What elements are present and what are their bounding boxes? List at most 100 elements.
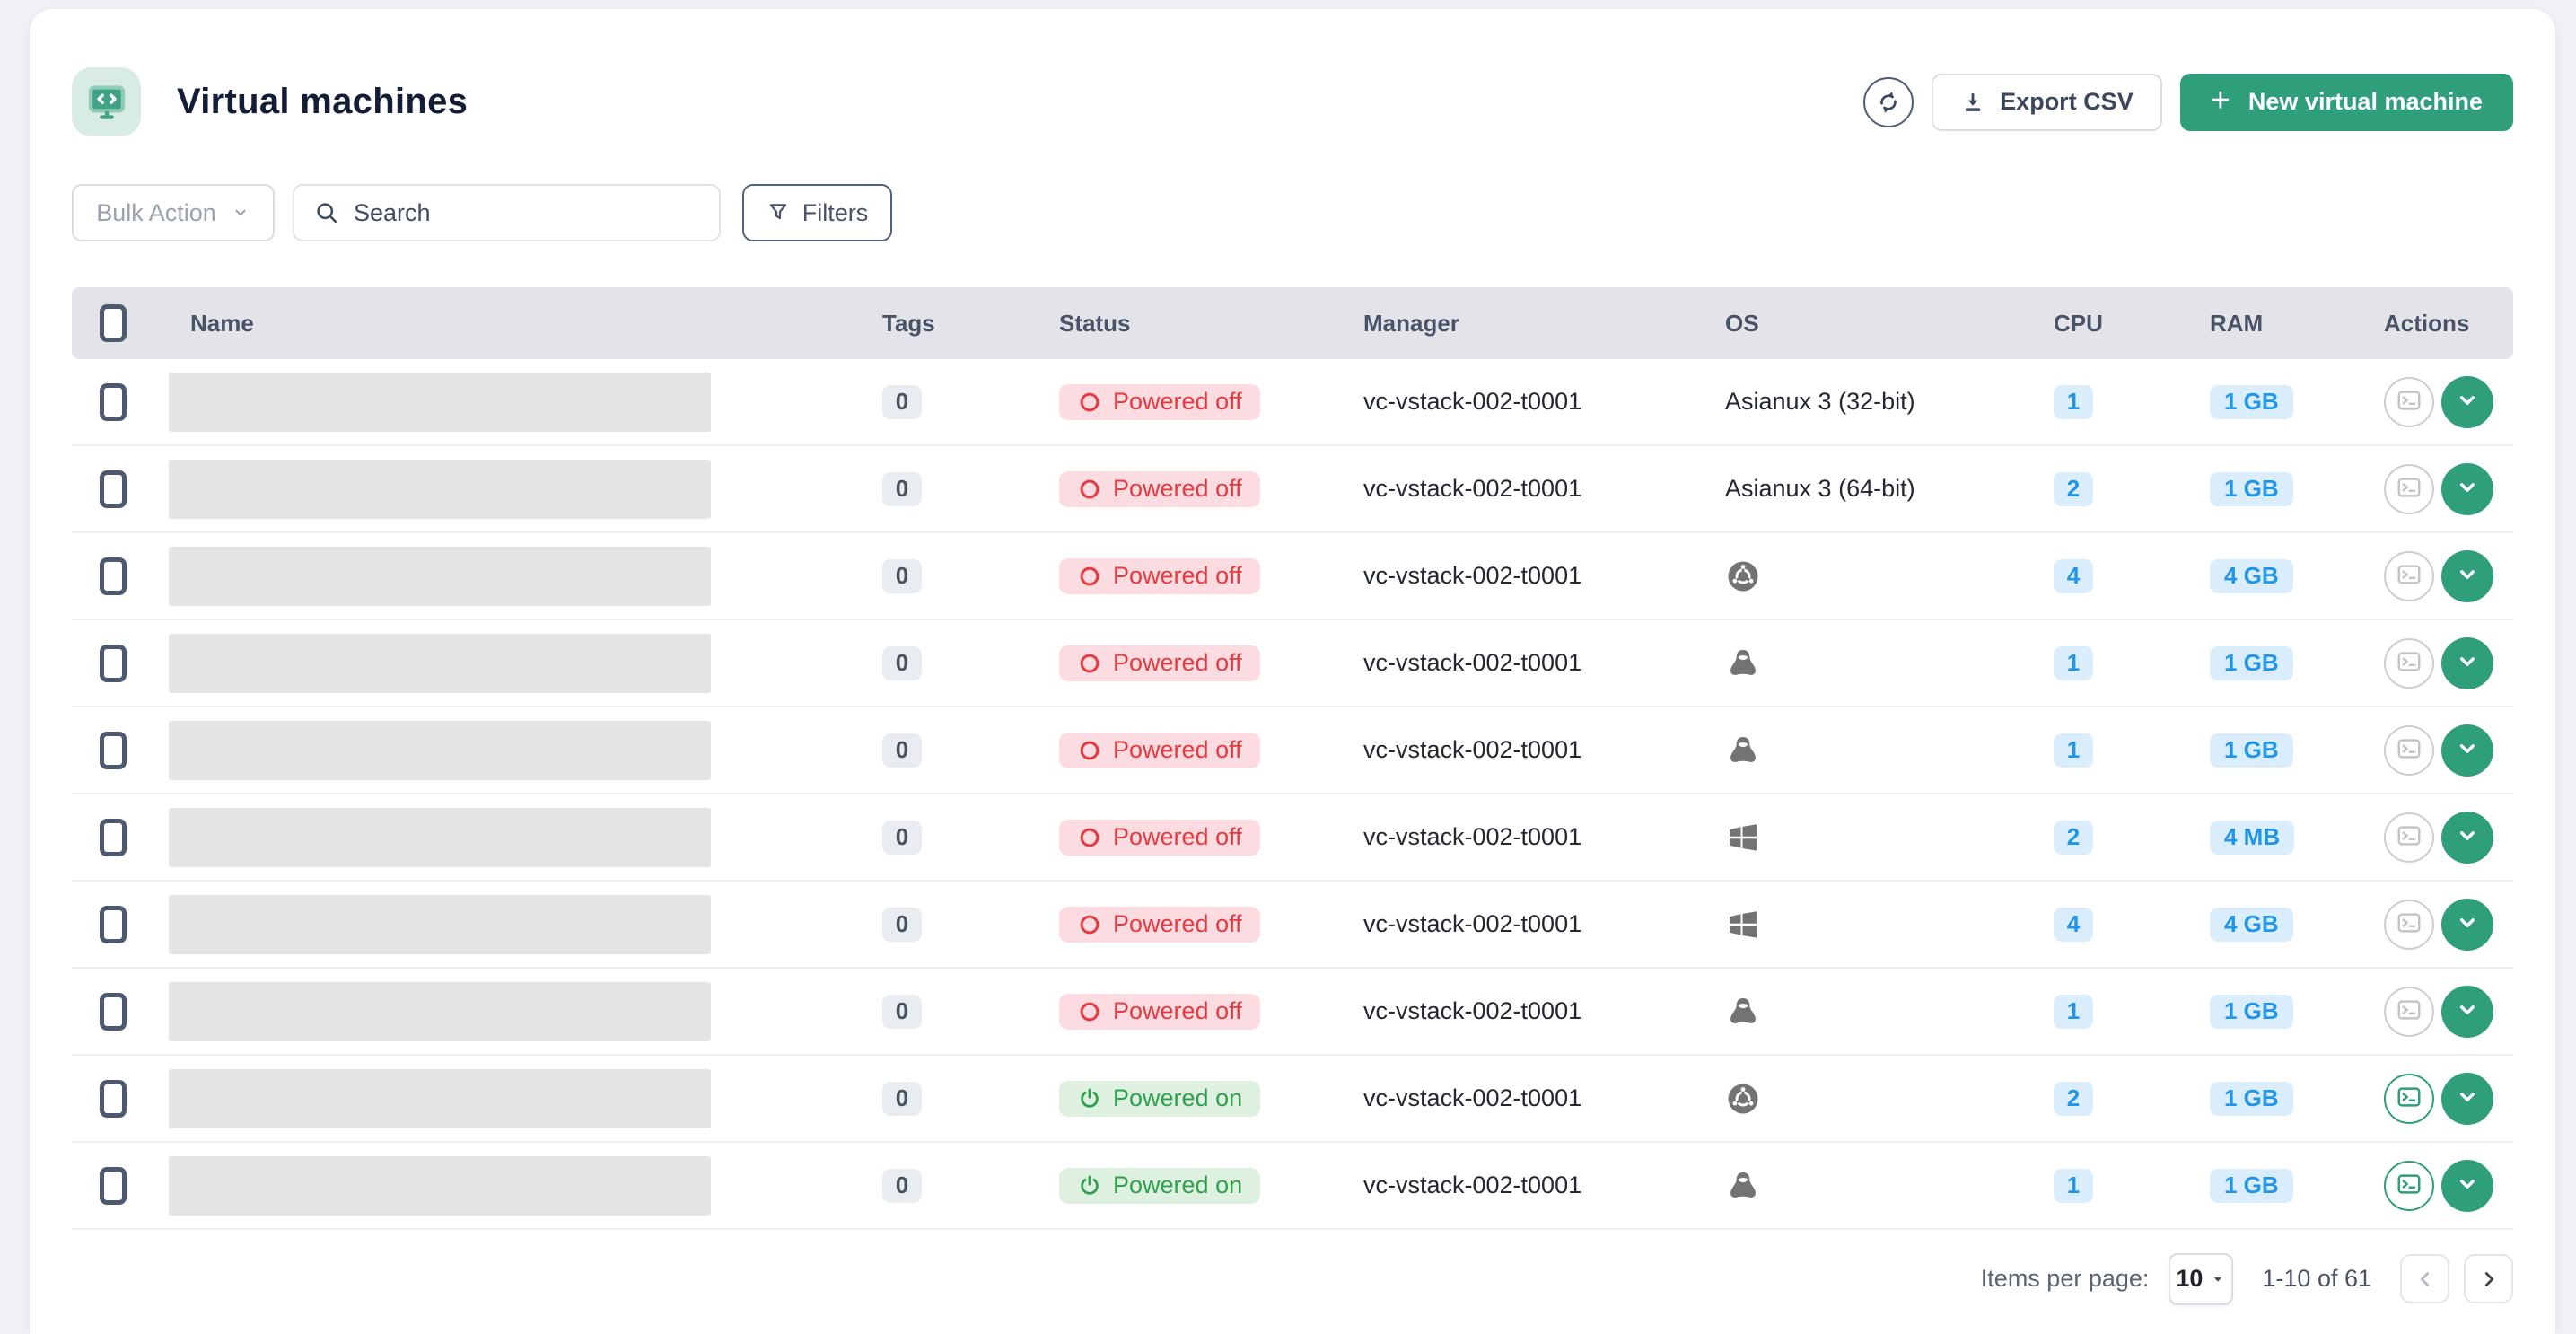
vm-name-placeholder bbox=[169, 459, 711, 519]
ubuntu-icon bbox=[1725, 558, 2039, 594]
manager-label: vc-vstack-002-t0001 bbox=[1363, 910, 1582, 937]
table-row: 0 Powered off vc-vstack-002-t0001 Asianu… bbox=[72, 359, 2513, 446]
ram-badge: 1 GB bbox=[2210, 645, 2293, 680]
row-checkbox[interactable] bbox=[100, 557, 127, 595]
toolbar: Bulk Action Filters bbox=[72, 184, 2513, 241]
console-button bbox=[2384, 812, 2434, 863]
console-button[interactable] bbox=[2384, 1160, 2434, 1211]
console-button bbox=[2384, 899, 2434, 950]
chevron-down-icon bbox=[2454, 561, 2481, 591]
console-icon bbox=[2396, 909, 2423, 939]
row-checkbox[interactable] bbox=[100, 1166, 127, 1205]
actions-dropdown-button[interactable] bbox=[2441, 375, 2493, 428]
power-off-icon bbox=[1077, 999, 1102, 1024]
console-icon bbox=[2396, 1084, 2423, 1113]
status-badge: Powered off bbox=[1059, 383, 1260, 420]
tags-count-badge: 0 bbox=[882, 1081, 922, 1116]
row-checkbox[interactable] bbox=[100, 905, 127, 943]
search-input[interactable] bbox=[354, 198, 699, 227]
filters-button[interactable]: Filters bbox=[742, 184, 892, 241]
actions-dropdown-button[interactable] bbox=[2441, 549, 2493, 602]
actions-dropdown-button[interactable] bbox=[2441, 985, 2493, 1038]
manager-label: vc-vstack-002-t0001 bbox=[1363, 649, 1582, 676]
filters-label: Filters bbox=[802, 198, 869, 226]
items-per-page-label: Items per page: bbox=[1980, 1265, 2150, 1292]
manager-label: vc-vstack-002-t0001 bbox=[1363, 823, 1582, 850]
linux-icon bbox=[1725, 994, 2039, 1030]
ubuntu-icon bbox=[1725, 1081, 2039, 1117]
tags-count-badge: 0 bbox=[882, 384, 922, 419]
row-checkbox[interactable] bbox=[100, 818, 127, 856]
actions-dropdown-button[interactable] bbox=[2441, 1159, 2493, 1212]
row-checkbox[interactable] bbox=[100, 644, 127, 682]
page-header: Virtual machines Export CSV + bbox=[72, 67, 2513, 136]
power-off-icon bbox=[1077, 564, 1102, 589]
column-header-name: Name bbox=[190, 309, 254, 337]
manager-label: vc-vstack-002-t0001 bbox=[1363, 997, 1582, 1024]
ram-badge: 1 GB bbox=[2210, 733, 2293, 768]
row-checkbox[interactable] bbox=[100, 1079, 127, 1118]
console-button bbox=[2384, 986, 2434, 1037]
pagination-bar: Items per page: 10 1-10 of 61 bbox=[72, 1230, 2513, 1315]
next-page-button[interactable] bbox=[2464, 1254, 2513, 1303]
row-checkbox[interactable] bbox=[100, 731, 127, 769]
console-icon bbox=[2396, 474, 2423, 504]
table-row: 0 Powered off vc-vstack-002-t0001 Asianu… bbox=[72, 446, 2513, 533]
actions-dropdown-button[interactable] bbox=[2441, 636, 2493, 689]
row-checkbox[interactable] bbox=[100, 382, 127, 421]
chevron-down-icon bbox=[2454, 909, 2481, 939]
cpu-badge: 1 bbox=[2054, 733, 2093, 768]
new-virtual-machine-button[interactable]: + New virtual machine bbox=[2179, 73, 2513, 131]
export-csv-label: Export CSV bbox=[2000, 88, 2134, 115]
console-button[interactable] bbox=[2384, 1073, 2434, 1124]
select-all-checkbox[interactable] bbox=[100, 304, 127, 342]
virtual-machines-table: Name Tags Status Manager OS CPU RAM Acti… bbox=[72, 287, 2513, 1230]
manager-label: vc-vstack-002-t0001 bbox=[1363, 475, 1582, 502]
tags-count-badge: 0 bbox=[882, 471, 922, 506]
console-button bbox=[2384, 550, 2434, 601]
download-icon bbox=[1966, 92, 1981, 111]
export-csv-button[interactable]: Export CSV bbox=[1932, 73, 2162, 131]
table-row: 0 Powered off vc-vstack-002-t0001 1 1 GB bbox=[72, 969, 2513, 1056]
os-label: Asianux 3 (32-bit) bbox=[1725, 388, 1915, 415]
row-checkbox[interactable] bbox=[100, 992, 127, 1031]
manager-label: vc-vstack-002-t0001 bbox=[1363, 1172, 1582, 1198]
row-checkbox[interactable] bbox=[100, 470, 127, 508]
manager-label: vc-vstack-002-t0001 bbox=[1363, 388, 1582, 415]
actions-dropdown-button[interactable] bbox=[2441, 1072, 2493, 1125]
console-icon bbox=[2396, 996, 2423, 1026]
console-icon bbox=[2396, 648, 2423, 678]
table-row: 0 Powered off vc-vstack-002-t0001 4 4 GB bbox=[72, 533, 2513, 620]
status-label: Powered off bbox=[1113, 910, 1242, 937]
cpu-badge: 2 bbox=[2054, 471, 2093, 506]
table-row: 0 Powered off vc-vstack-002-t0001 4 4 GB bbox=[72, 882, 2513, 969]
search-box[interactable] bbox=[293, 184, 721, 241]
manager-label: vc-vstack-002-t0001 bbox=[1363, 1084, 1582, 1111]
actions-dropdown-button[interactable] bbox=[2441, 898, 2493, 951]
actions-dropdown-button[interactable] bbox=[2441, 811, 2493, 864]
power-off-icon bbox=[1077, 477, 1102, 502]
sync-icon bbox=[1880, 91, 1897, 113]
bulk-action-dropdown[interactable]: Bulk Action bbox=[72, 184, 275, 241]
page-size-select[interactable]: 10 bbox=[2169, 1252, 2234, 1305]
table-row: 0 Powered off vc-vstack-002-t0001 2 4 MB bbox=[72, 794, 2513, 882]
console-button bbox=[2384, 637, 2434, 689]
power-on-icon bbox=[1077, 1173, 1102, 1198]
vm-name-placeholder bbox=[169, 1068, 711, 1128]
ram-badge: 1 GB bbox=[2210, 384, 2293, 419]
refresh-button[interactable] bbox=[1863, 76, 1914, 127]
tags-count-badge: 0 bbox=[882, 994, 922, 1029]
os-label: Asianux 3 (64-bit) bbox=[1725, 475, 1915, 502]
actions-dropdown-button[interactable] bbox=[2441, 724, 2493, 777]
linux-icon bbox=[1725, 645, 2039, 681]
power-off-icon bbox=[1077, 825, 1102, 850]
chevron-down-icon bbox=[2454, 474, 2481, 504]
bulk-action-label: Bulk Action bbox=[96, 198, 216, 226]
linux-icon bbox=[1725, 733, 2039, 768]
status-label: Powered off bbox=[1113, 997, 1242, 1024]
status-label: Powered on bbox=[1113, 1172, 1243, 1198]
actions-dropdown-button[interactable] bbox=[2441, 462, 2493, 515]
cpu-badge: 4 bbox=[2054, 907, 2093, 942]
status-badge: Powered on bbox=[1059, 1167, 1261, 1204]
status-badge: Powered off bbox=[1059, 470, 1260, 507]
